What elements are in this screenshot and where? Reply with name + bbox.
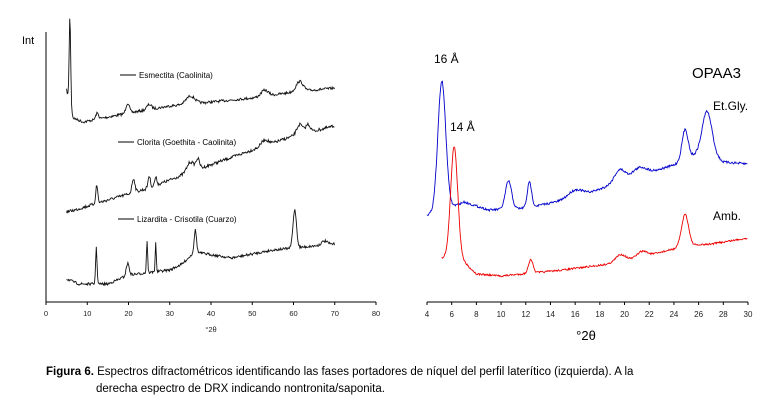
right-x-tick-label: 4 — [425, 310, 430, 319]
left-series-line — [66, 121, 335, 214]
left-x-tick-label: 40 — [207, 309, 215, 318]
legend-label: Lizardita - Crisotila (Cuarzo) — [137, 215, 237, 224]
legend-label: Esmectita (Caolinita) — [139, 71, 213, 80]
figure: Int °2θ 0 10 20 30 40 50 60 70 80 Esmectita (Cao… — [22, 18, 753, 343]
right-x-tick-label: 22 — [645, 310, 654, 319]
caption-line1: Espectros difractométricos identificando… — [93, 366, 634, 378]
annotation-16A: 16 Å — [434, 51, 459, 66]
right-series-line — [441, 146, 748, 278]
left-x-tick-label: 50 — [248, 309, 256, 318]
annotation-14A: 14 Å — [450, 119, 475, 134]
left-ylabel: Int — [22, 35, 34, 47]
left-x-tick-label: 10 — [83, 309, 91, 318]
left-x-tick-label: 0 — [44, 309, 48, 318]
legend-label: Clorita (Goethita - Caolinita) — [137, 138, 236, 147]
caption-label: Figura 6. — [46, 366, 94, 378]
right-x-tick-label: 14 — [546, 310, 555, 319]
left-xrd-chart: Int °2θ 0 10 20 30 40 50 60 70 80 Esmectita (Cao… — [22, 18, 380, 334]
left-xlabel: °2θ — [205, 325, 216, 334]
left-series-line — [66, 18, 335, 124]
right-x-tick-label: 28 — [719, 310, 728, 319]
left-x-tick-label: 30 — [166, 309, 174, 318]
left-x-tick-label: 80 — [372, 309, 380, 318]
figure-caption: Figura 6. Espectros difractométricos ide… — [46, 364, 736, 398]
left-x-tick-label: 70 — [331, 309, 339, 318]
right-xrd-chart: OPAA3 16 Å 14 Å Et.Gly. Amb. °2θ 4 6 8 10 12… — [425, 51, 753, 343]
left-series-line — [66, 209, 335, 287]
left-x-tick-label: 20 — [124, 309, 132, 318]
right-x-tick-label: 18 — [595, 310, 604, 319]
right-x-tick-label: 8 — [474, 310, 479, 319]
right-title: OPAA3 — [692, 65, 741, 82]
left-x-tick-label: 60 — [289, 309, 297, 318]
right-x-tick-label: 10 — [497, 310, 506, 319]
right-x-tick-label: 6 — [449, 310, 454, 319]
series-label-amb: Amb. — [713, 209, 741, 223]
right-series-line — [426, 80, 748, 216]
right-x-tick-label: 30 — [744, 310, 753, 319]
right-x-tick-label: 26 — [694, 310, 703, 319]
right-x-tick-label: 12 — [521, 310, 530, 319]
right-x-tick-label: 24 — [669, 310, 678, 319]
right-xlabel: °2θ — [576, 328, 596, 343]
series-label-etgly: Et.Gly. — [713, 99, 748, 113]
right-x-tick-label: 16 — [571, 310, 580, 319]
right-x-tick-label: 20 — [620, 310, 629, 319]
caption-line2: derecha espectro de DRX indicando nontro… — [96, 383, 385, 395]
